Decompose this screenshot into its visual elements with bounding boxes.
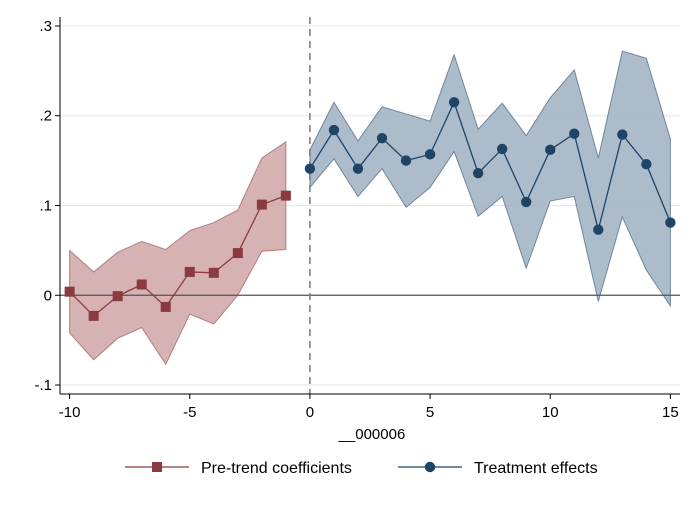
series-line-1 [309,100,671,230]
x-tick-label-4: 10 [542,404,559,421]
point-1-7 [472,167,484,179]
confidence-band-1 [309,50,671,308]
point-1-12 [593,224,604,235]
point-1-11 [569,128,580,139]
point-1-5 [424,149,436,160]
point-1-15 [665,217,676,228]
y-tick-label-0: -.1 [34,377,52,394]
point-1-6 [448,97,460,108]
legend-marker-1 [424,461,436,473]
y-tick-label-4: .3 [39,18,52,35]
point-1-0 [304,163,316,174]
point-1-4 [400,155,412,166]
point-1-14 [641,159,652,170]
legend-label-0: Pre-trend coefficients [201,460,352,477]
x-tick-label-5: 15 [662,404,679,421]
reference-lines [60,17,680,394]
x-axis-title: __000006 [338,426,406,443]
tick-labels: -.1 0 .1 .2 .3 -10 -5 0 5 10 15 [34,18,678,421]
point-1-8 [496,143,508,155]
confidence-band-0 [69,140,287,366]
point-0-3 [136,279,147,290]
point-0-9 [280,190,291,201]
x-tick-label-0: -10 [59,404,81,421]
x-tick-label-3: 5 [426,404,434,421]
point-0-1 [88,310,99,321]
point-0-0 [64,286,75,297]
legend: Pre-trend coefficients Treatment effects [125,460,598,477]
point-0-2 [112,291,123,302]
point-1-2 [352,163,364,174]
point-1-10 [545,144,556,156]
point-1-3 [376,132,388,144]
y-tick-label-2: .1 [39,198,52,215]
point-1-13 [617,129,628,140]
series-lines [64,97,676,321]
point-1-9 [521,196,532,208]
series-line-0 [69,195,287,317]
confidence-bands [69,50,671,366]
legend-label-1: Treatment effects [474,460,598,477]
point-0-8 [256,199,267,210]
legend-marker-0 [152,462,162,472]
y-tick-label-1: 0 [44,287,52,304]
point-0-4 [160,301,171,312]
point-1-1 [328,124,340,136]
point-0-6 [208,267,219,278]
y-tick-label-3: .2 [39,108,52,125]
point-0-7 [232,248,243,259]
x-tick-label-2: 0 [306,404,314,421]
point-0-5 [184,266,195,277]
x-tick-label-1: -5 [183,404,196,421]
